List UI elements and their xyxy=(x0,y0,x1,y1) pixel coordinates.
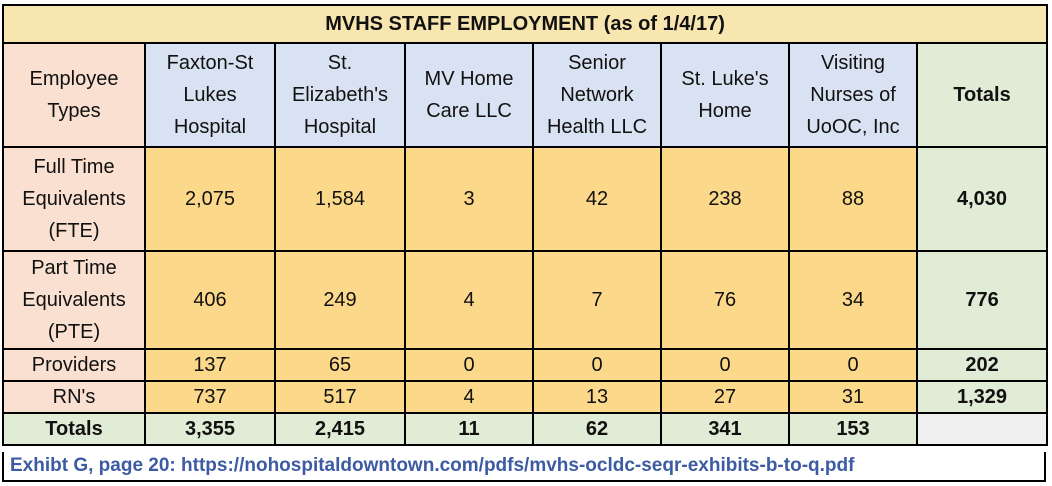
row-total-pte[interactable]: 776 xyxy=(915,250,1049,350)
table-cell[interactable]: 4 xyxy=(404,250,534,350)
row-total-providers[interactable]: 202 xyxy=(915,348,1049,382)
source-footer: Exhibt G, page 20: https://nohospitaldow… xyxy=(2,452,1046,482)
table-cell[interactable]: 76 xyxy=(660,250,790,350)
header-st-lukes-home: St. Luke's Home xyxy=(660,42,790,148)
table-cell[interactable]: 406 xyxy=(144,250,276,350)
table-cell[interactable]: 4 xyxy=(404,380,534,414)
source-citation: Exhibt G, page 20: https://nohospitaldow… xyxy=(10,455,855,476)
table-cell[interactable]: 137 xyxy=(144,348,276,382)
row-label-rns: RN's xyxy=(2,380,146,414)
table-cell[interactable]: 1,584 xyxy=(274,146,406,252)
header-senior-network-health-llc: Senior Network Health LLC xyxy=(532,42,662,148)
table-cell[interactable]: 34 xyxy=(788,250,918,350)
column-total[interactable]: 62 xyxy=(532,412,662,446)
table-cell[interactable]: 0 xyxy=(404,348,534,382)
table-cell[interactable]: 7 xyxy=(532,250,662,350)
table-cell[interactable]: 0 xyxy=(532,348,662,382)
header-employee-types: Employee Types xyxy=(2,42,146,148)
empty-cell[interactable] xyxy=(915,412,1049,446)
header-totals: Totals xyxy=(915,42,1049,148)
table-row: Providers 137 65 0 0 0 0 202 xyxy=(2,348,1049,382)
column-total[interactable]: 341 xyxy=(660,412,790,446)
header-st-elizabeths-hospital: St. Elizabeth's Hospital xyxy=(274,42,406,148)
row-label-fte: Full Time Equivalents (FTE) xyxy=(2,146,146,252)
table-title: MVHS STAFF EMPLOYMENT (as of 1/4/17) xyxy=(1,4,1049,44)
table-cell[interactable]: 65 xyxy=(274,348,406,382)
table-cell[interactable]: 13 xyxy=(532,380,662,414)
row-label-totals: Totals xyxy=(2,412,146,446)
staff-employment-table: MVHS STAFF EMPLOYMENT (as of 1/4/17) Emp… xyxy=(1,4,1049,446)
table-cell[interactable]: 31 xyxy=(788,380,918,414)
table-cell[interactable]: 2,075 xyxy=(144,146,276,252)
column-total[interactable]: 153 xyxy=(788,412,918,446)
row-total-rns[interactable]: 1,329 xyxy=(915,380,1049,414)
table-cell[interactable]: 0 xyxy=(660,348,790,382)
table-cell[interactable]: 238 xyxy=(660,146,790,252)
header-faxton-st-lukes-hospital: Faxton-St Lukes Hospital xyxy=(144,42,276,148)
table-cell[interactable]: 88 xyxy=(788,146,918,252)
row-total-fte[interactable]: 4,030 xyxy=(915,146,1049,252)
table-row: Full Time Equivalents (FTE) 2,075 1,584 … xyxy=(2,146,1049,252)
table-cell[interactable]: 27 xyxy=(660,380,790,414)
table-cell[interactable]: 42 xyxy=(532,146,662,252)
header-mv-home-care-llc: MV Home Care LLC xyxy=(404,42,534,148)
row-label-providers: Providers xyxy=(2,348,146,382)
table-cell[interactable]: 3 xyxy=(404,146,534,252)
column-total[interactable]: 2,415 xyxy=(274,412,406,446)
table-cell[interactable]: 249 xyxy=(274,250,406,350)
header-visiting-nurses-of-uooc: Visiting Nurses of UoOC, Inc xyxy=(788,42,918,148)
column-total[interactable]: 3,355 xyxy=(144,412,276,446)
table-cell[interactable]: 737 xyxy=(144,380,276,414)
table-row: RN's 737 517 4 13 27 31 1,329 xyxy=(2,380,1049,414)
table-cell[interactable]: 0 xyxy=(788,348,918,382)
column-total[interactable]: 11 xyxy=(404,412,534,446)
table-cell[interactable]: 517 xyxy=(274,380,406,414)
totals-row: Totals 3,355 2,415 11 62 341 153 xyxy=(2,412,1049,446)
table-row: Part Time Equivalents (PTE) 406 249 4 7 … xyxy=(2,250,1049,350)
row-label-pte: Part Time Equivalents (PTE) xyxy=(2,250,146,350)
